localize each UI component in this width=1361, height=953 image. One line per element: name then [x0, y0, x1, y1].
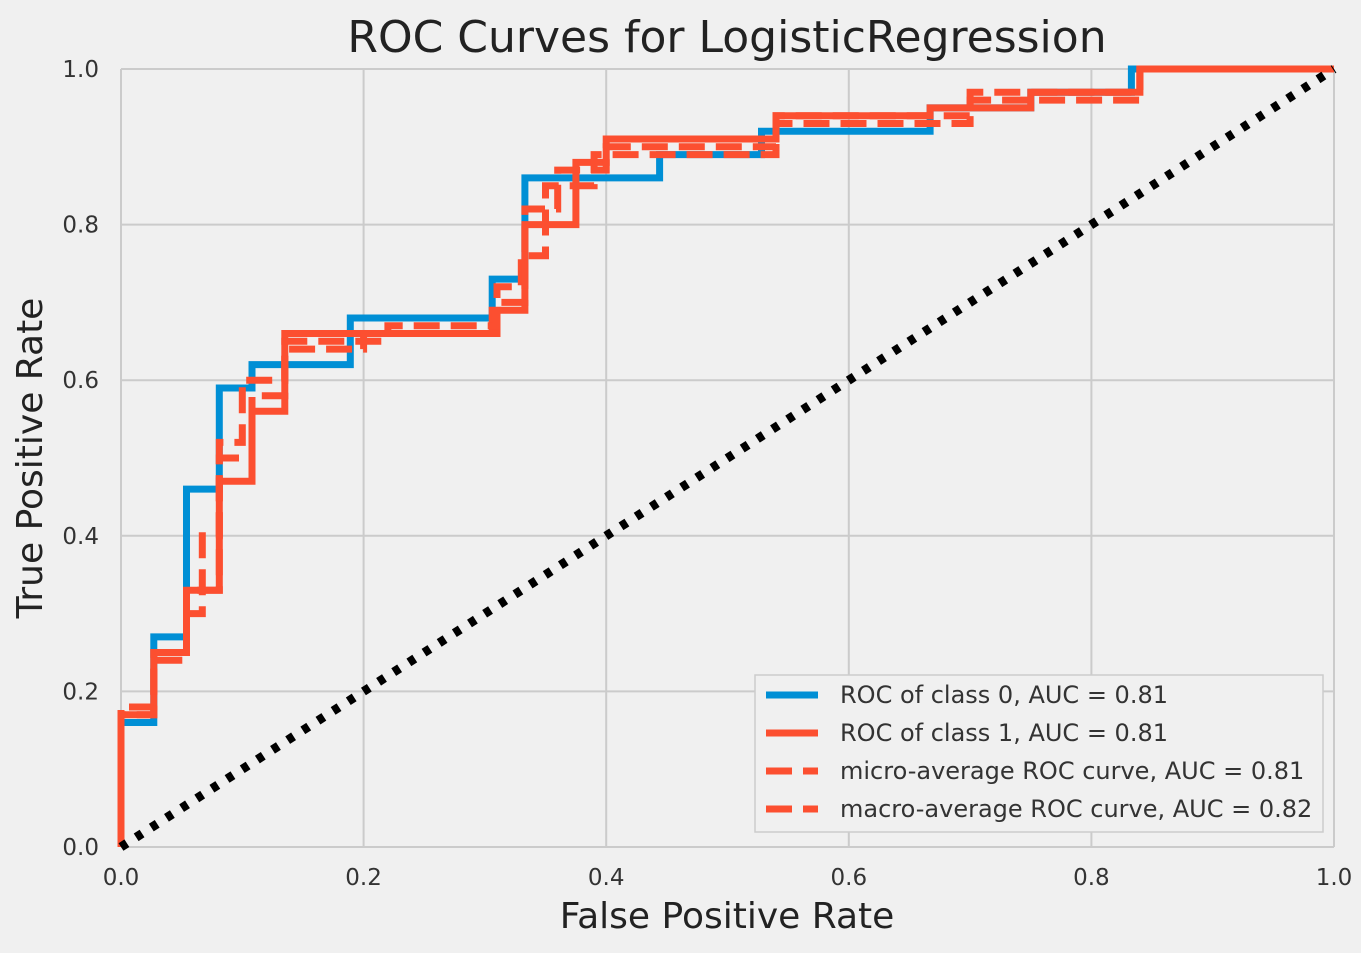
y-tick-label: 0.4 [62, 524, 99, 550]
legend: ROC of class 0, AUC = 0.81 ROC of class 1… [754, 674, 1324, 833]
x-axis-label: False Positive Rate [560, 896, 895, 937]
grid [120, 68, 1335, 848]
legend-entry-label: ROC of class 0, AUC = 0.81 [840, 681, 1168, 709]
y-tick-label: 0.8 [62, 213, 99, 239]
legend-entry-label: micro-average ROC curve, AUC = 0.81 [840, 757, 1304, 785]
series-layer [117, 65, 1337, 851]
y-tick-label: 0.2 [62, 679, 99, 705]
legend-entry-label: macro-average ROC curve, AUC = 0.82 [840, 795, 1312, 823]
x-tick-label: 0.8 [1073, 865, 1110, 891]
legend-entry-label: ROC of class 1, AUC = 0.81 [840, 719, 1168, 747]
y-tick-label: 1.0 [62, 57, 99, 83]
y-axis-label: True Positive Rate [10, 298, 51, 620]
x-tick-label: 0.2 [345, 865, 382, 891]
tick-labels: 0.0 0.2 0.4 0.6 0.8 1.0 0.0 0.2 0.4 0.6 0.8 1.0 [62, 57, 1352, 891]
legend-box [754, 674, 1324, 833]
chart-title: ROC Curves for LogisticRegression [347, 12, 1106, 63]
x-tick-label: 0.0 [103, 865, 140, 891]
x-tick-label: 1.0 [1316, 865, 1353, 891]
x-tick-label: 0.4 [588, 865, 625, 891]
y-tick-label: 0.6 [62, 368, 99, 394]
y-tick-label: 0.0 [62, 835, 99, 861]
chance-diagonal-line [118, 65, 1337, 851]
x-tick-label: 0.6 [831, 865, 868, 891]
series-line-macro-average-roc-curve-auc-0-82 [117, 65, 1334, 847]
